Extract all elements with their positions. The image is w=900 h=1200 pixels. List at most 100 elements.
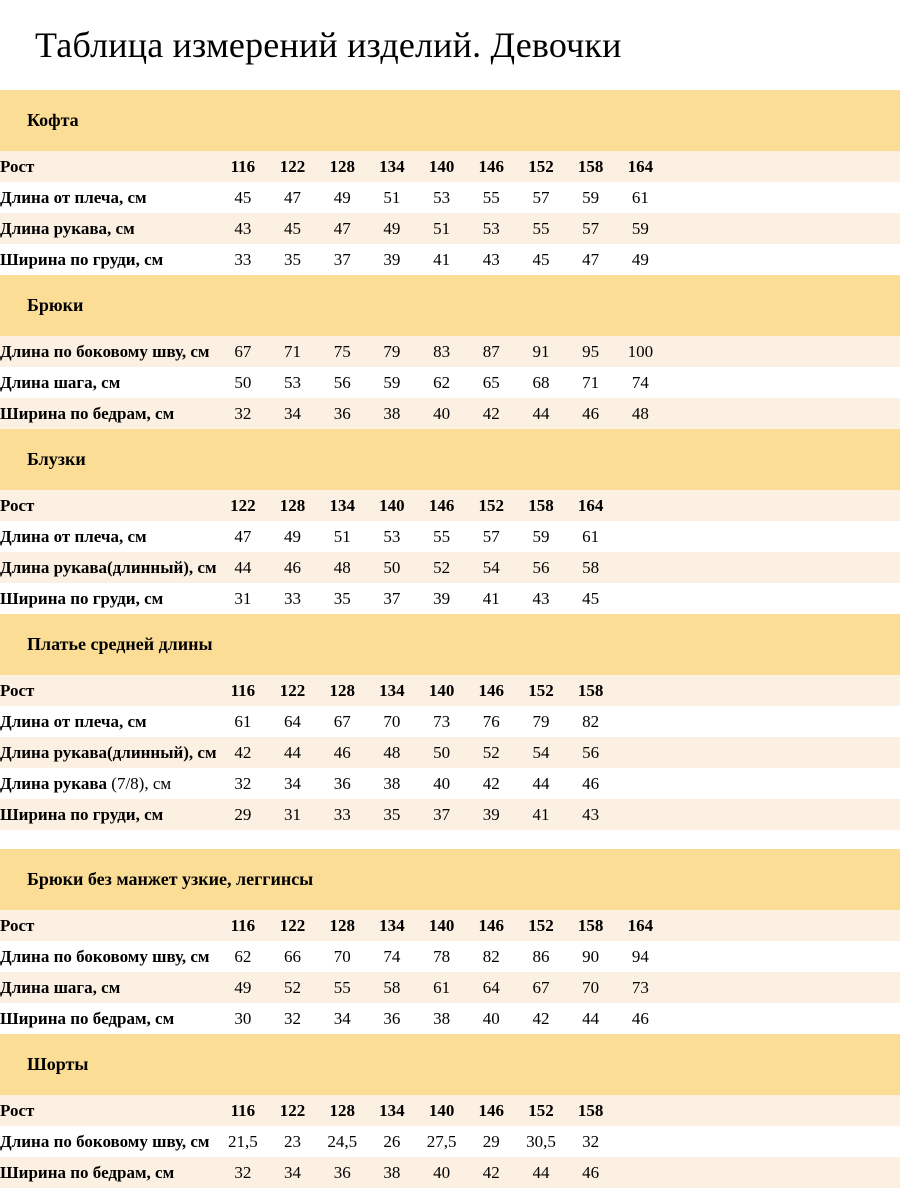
cell-value: 36 — [383, 1008, 401, 1028]
section-header-bryuki: Брюки — [0, 275, 900, 336]
cell-value — [616, 675, 666, 706]
cell-value: 40 — [433, 403, 451, 423]
section-header-bluzki: Блузки — [0, 429, 900, 490]
cell-value: 152 — [528, 680, 554, 700]
cell-value: 39 — [383, 249, 401, 269]
cell-value: 62 — [433, 372, 451, 392]
cell-value: 58 — [582, 557, 600, 577]
cell-value: 39 — [482, 804, 500, 824]
cell-value: 73 — [631, 977, 649, 997]
row-label-text: Длина по боковому шву, см — [0, 1131, 210, 1151]
cell-value: 55 — [433, 526, 451, 546]
cell-value: 152 — [478, 495, 505, 515]
cell-value: 57 — [582, 218, 600, 238]
cell-value: 59 — [582, 187, 600, 207]
row-label-text: Длина шага, см — [0, 372, 121, 392]
cell-value: 39 — [433, 588, 451, 608]
cell-value: 158 — [577, 915, 604, 935]
cell-value: 140 — [428, 680, 455, 700]
row-label: Длина по боковому шву, см — [0, 336, 218, 367]
cell-value: 32 — [234, 403, 252, 423]
cell-value: 82 — [582, 711, 600, 731]
row-label-text: Ширина по бедрам, см — [0, 1008, 175, 1028]
cell-value: 152 — [528, 1100, 554, 1120]
cell-value: 158 — [577, 156, 604, 176]
measurement-table-shorty: Рост 116 122 128 134 140 146 152 158 Длина по бок… — [0, 1095, 900, 1188]
cell-value: 36 — [333, 1162, 351, 1182]
section-header-shorty: Шорты — [0, 1034, 900, 1095]
cell-value: 43 — [532, 588, 550, 608]
filler-cell — [665, 1126, 900, 1157]
cell-value: 33 — [284, 588, 302, 608]
cell-value: 47 — [333, 218, 351, 238]
cell-value: 146 — [478, 1100, 505, 1120]
cell-value: 140 — [428, 156, 455, 176]
cell-value: 51 — [433, 218, 451, 238]
row-label: Ширина по груди, см — [0, 244, 218, 275]
table-row: Длина рукава, см 43 45 47 49 51 53 55 57 59 — [0, 213, 900, 244]
cell-value: 54 — [532, 742, 550, 762]
cell-value: 50 — [433, 742, 451, 762]
cell-value: 116 — [230, 1100, 256, 1120]
cell-value: 100 — [627, 341, 654, 361]
cell-value: 47 — [234, 526, 252, 546]
cell-value: 41 — [433, 249, 451, 269]
filler-cell — [665, 151, 900, 182]
cell-value: 52 — [284, 977, 302, 997]
filler-cell — [665, 1095, 900, 1126]
cell-value: 158 — [577, 680, 604, 700]
row-label-text: Длина шага, см — [0, 977, 121, 997]
cell-value: 46 — [333, 742, 351, 762]
filler-cell — [665, 1003, 900, 1034]
filler-cell — [665, 675, 900, 706]
cell-value: 47 — [284, 187, 302, 207]
row-label-text: Длина от плеча, см — [0, 187, 147, 207]
cell-value: 134 — [379, 1100, 405, 1120]
cell-value: 33 — [234, 249, 252, 269]
cell-value: 44 — [532, 773, 550, 793]
cell-value: 32 — [284, 1008, 302, 1028]
cell-value: 40 — [433, 773, 451, 793]
cell-value: 55 — [532, 218, 550, 238]
cell-value: 140 — [379, 495, 405, 515]
filler-cell — [665, 799, 900, 830]
filler-cell — [665, 182, 900, 213]
section-header-plate-sredney-dliny: Платье средней длины — [0, 614, 900, 675]
cell-value — [616, 799, 666, 830]
cell-value: 38 — [383, 1162, 401, 1182]
row-label-text: Длина по боковому шву, см — [0, 341, 210, 361]
cell-value: 49 — [234, 977, 252, 997]
cell-value: 134 — [379, 156, 405, 176]
cell-value: 128 — [279, 495, 306, 515]
row-label: Длина по боковому шву, см — [0, 1126, 218, 1157]
cell-value: 46 — [284, 557, 302, 577]
cell-value: 24,5 — [327, 1131, 358, 1151]
row-label: Рост — [0, 1095, 218, 1126]
row-label: Ширина по груди, см — [0, 583, 218, 614]
cell-value: 158 — [528, 495, 554, 515]
cell-value: 56 — [582, 742, 600, 762]
page-title: Таблица измерений изделий. Девочки — [35, 25, 622, 65]
row-label: Рост — [0, 151, 218, 182]
cell-value: 54 — [482, 557, 500, 577]
cell-value: 140 — [428, 1100, 455, 1120]
cell-value: 122 — [279, 1100, 306, 1120]
cell-value: 146 — [478, 680, 505, 700]
cell-value: 67 — [234, 341, 252, 361]
cell-value: 134 — [379, 680, 405, 700]
cell-value: 46 — [631, 1008, 649, 1028]
cell-value: 44 — [532, 1162, 550, 1182]
cell-value: 42 — [482, 403, 500, 423]
filler-cell — [665, 490, 900, 521]
filler-cell — [665, 552, 900, 583]
row-label: Длина от плеча, см — [0, 706, 218, 737]
cell-value: 35 — [284, 249, 302, 269]
cell-value: 37 — [383, 588, 401, 608]
cell-value: 146 — [478, 915, 505, 935]
cell-value: 53 — [433, 187, 451, 207]
cell-value: 146 — [478, 156, 505, 176]
filler-cell — [665, 941, 900, 972]
table-row: Ширина по груди, см 31 33 35 37 39 41 43 45 — [0, 583, 900, 614]
cell-value: 74 — [383, 946, 401, 966]
row-label: Ширина по груди, см — [0, 799, 218, 830]
